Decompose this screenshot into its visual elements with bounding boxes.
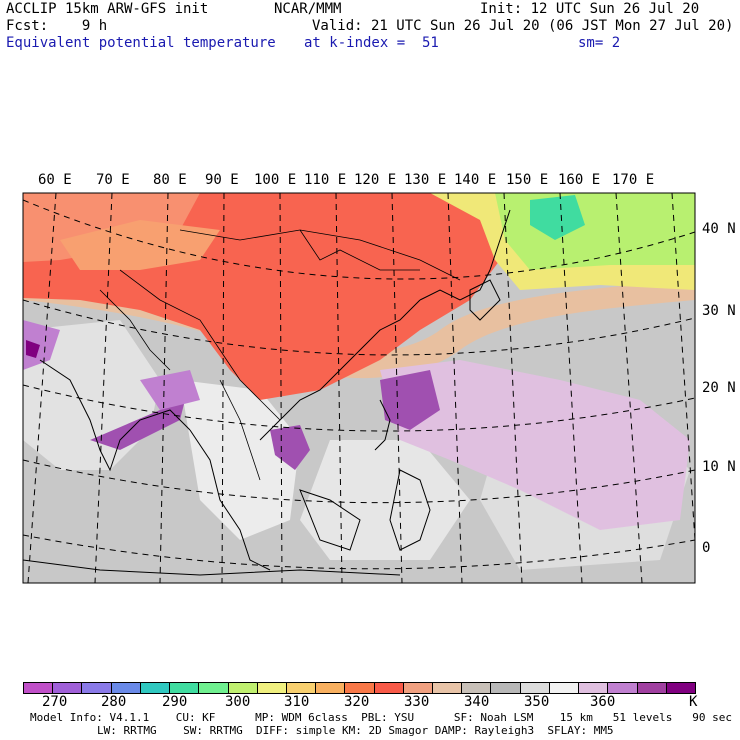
model-title: ACCLIP 15km ARW-GFS init — [6, 1, 209, 17]
pacific-lilac-region — [380, 360, 690, 530]
center-credit: NCAR/MMM — [274, 1, 342, 17]
colorbar-swatch — [373, 682, 404, 694]
bengal-lilac-patch — [140, 370, 200, 410]
lon-label: 140 E — [454, 172, 497, 188]
orange-patch — [60, 220, 220, 270]
colorbar-swatch — [315, 682, 346, 694]
model-info-line2: LW: RRTMG SW: RRTMG DIFF: simple KM: 2D … — [97, 724, 614, 737]
colorbar-swatch — [548, 682, 580, 694]
colorbar-swatch — [256, 682, 287, 694]
init-time: Init: 12 UTC Sun 26 Jul 20 — [480, 1, 700, 17]
field-name: Equivalent potential temperature — [6, 35, 276, 51]
colorbar-tick-label: 280 — [101, 694, 127, 710]
colorbar-swatch — [23, 682, 54, 694]
lat-label: 0 — [702, 540, 711, 556]
colorbar-tick-label: 290 — [162, 694, 188, 710]
lon-label: 150 E — [506, 172, 549, 188]
colorbar-swatch — [432, 682, 463, 694]
lon-label: 130 E — [404, 172, 447, 188]
graticule-parallels — [23, 199, 695, 570]
map-fill — [23, 193, 695, 583]
colorbar-swatch — [461, 682, 492, 694]
colorbar-swatch — [227, 682, 258, 694]
colorbar-tick-label: 330 — [404, 694, 430, 710]
colorbar-swatch — [139, 682, 171, 694]
arabian-sea-purple-spot — [26, 340, 40, 358]
colorbar-swatch — [52, 682, 83, 694]
smoothing-label: sm= 2 — [578, 35, 621, 51]
colorbar-swatch — [636, 682, 667, 694]
lon-label: 170 E — [612, 172, 655, 188]
lon-label: 90 E — [205, 172, 239, 188]
lat-label: 10 N — [702, 459, 736, 475]
graticule-meridians — [27, 193, 695, 583]
lat-label: 40 N — [702, 221, 736, 237]
colorbar-swatch — [490, 682, 521, 694]
lon-label: 80 E — [153, 172, 187, 188]
arabian-sea-lilac-patch — [23, 320, 60, 370]
south-china-sea-light-region — [300, 440, 470, 560]
colorbar-swatch — [578, 682, 609, 694]
colorbar-tick-label: 320 — [344, 694, 370, 710]
model-info-line1: Model Info: V4.1.1 CU: KF MP: WDM 6class… — [30, 711, 732, 724]
colorbar-swatch — [110, 682, 141, 694]
lat-label: 20 N — [702, 380, 736, 396]
lon-label: 70 E — [96, 172, 130, 188]
colorbar-swatch — [285, 682, 317, 694]
colorbar-swatch — [607, 682, 638, 694]
colorbar-swatch — [169, 682, 200, 694]
colorbar-tick-label: 350 — [524, 694, 550, 710]
colorbar-swatch — [344, 682, 375, 694]
colorbar-tick-label: 300 — [225, 694, 251, 710]
country-borders — [99, 229, 461, 481]
lon-label: 60 E — [38, 172, 72, 188]
colorbar-tick-label: 340 — [464, 694, 490, 710]
colorbar-swatch — [519, 682, 550, 694]
lon-label: 120 E — [354, 172, 397, 188]
coastlines — [23, 209, 511, 576]
colorbar-tick-label: 270 — [42, 694, 68, 710]
cyan-cool-patch — [530, 195, 585, 240]
valid-time: Valid: 21 UTC Sun 26 Jul 20 (06 JST Mon … — [312, 18, 734, 34]
colorbar-tick-label: 310 — [284, 694, 310, 710]
lon-label: 110 E — [304, 172, 347, 188]
colorbar-swatch — [198, 682, 229, 694]
colorbar-swatch — [81, 682, 112, 694]
philippine-sea-purple-core — [380, 370, 440, 430]
lon-label: 160 E — [558, 172, 601, 188]
forecast-hour: Fcst: 9 h — [6, 18, 108, 34]
colorbar-unit: K — [689, 694, 698, 710]
bay-of-bengal-purple-band — [90, 380, 190, 450]
colorbar-swatch — [665, 682, 696, 694]
level-index: at k-index = 51 — [304, 35, 439, 51]
map-frame — [22, 192, 696, 584]
colorbar-swatch — [402, 682, 434, 694]
lon-label: 100 E — [254, 172, 297, 188]
colorbar-tick-label: 360 — [590, 694, 616, 710]
lat-label: 30 N — [702, 303, 736, 319]
gulf-of-tonkin-purple-patch — [270, 425, 310, 470]
